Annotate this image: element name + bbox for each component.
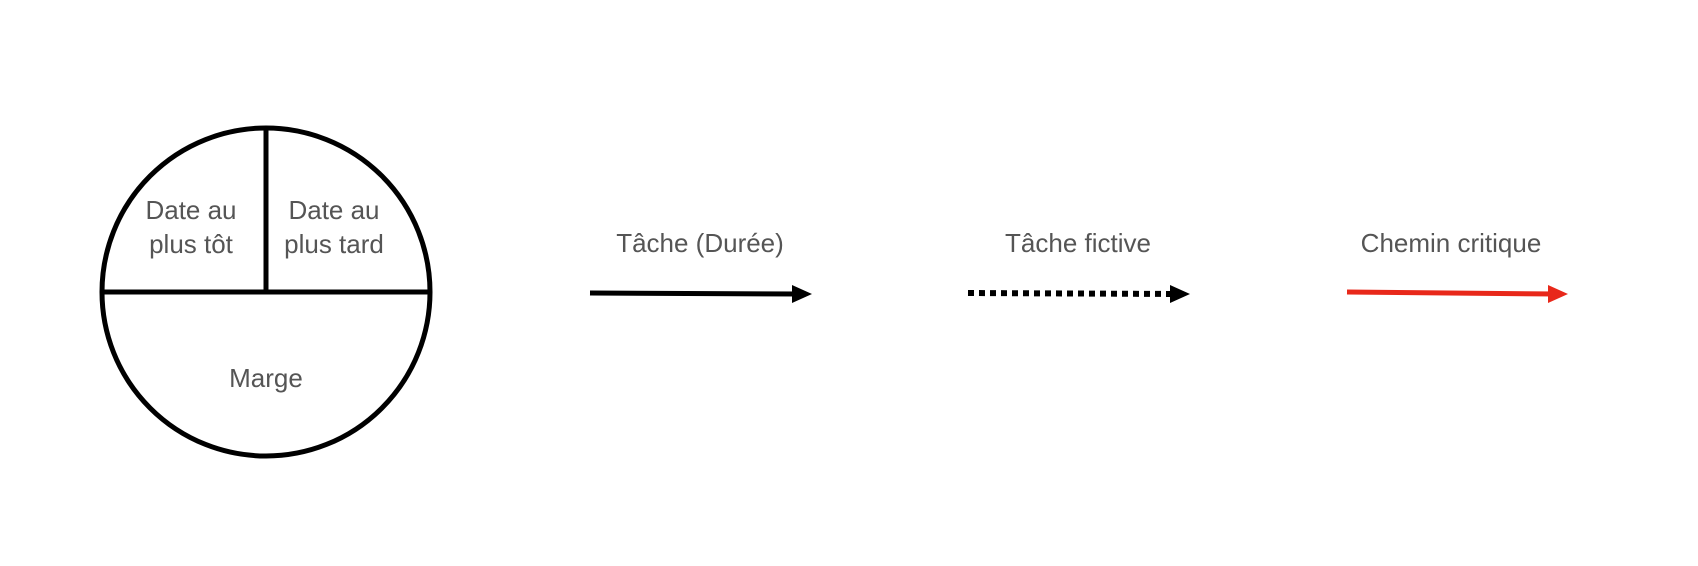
earliest-date-label-line2: plus tôt	[149, 229, 234, 259]
dummy-task-arrowhead	[1170, 285, 1190, 303]
dummy-task-label: Tâche fictive	[1005, 228, 1151, 258]
task-arrow	[589, 290, 801, 297]
critical-path-arrow	[1346, 289, 1557, 297]
critical-path-arrowhead	[1548, 285, 1568, 303]
task-legend: Tâche (Durée)	[589, 228, 812, 303]
latest-date-label-line2: plus tard	[284, 229, 384, 259]
slack-label: Marge	[229, 363, 303, 393]
node-legend: Date au plus tôt Date au plus tard Marge	[99, 125, 433, 459]
task-label: Tâche (Durée)	[616, 228, 784, 258]
critical-path-label: Chemin critique	[1361, 228, 1542, 258]
dummy-task-legend: Tâche fictive	[967, 228, 1190, 303]
critical-path-legend: Chemin critique	[1346, 228, 1568, 303]
dummy-task-arrow	[967, 290, 1177, 297]
task-arrowhead	[792, 285, 812, 303]
earliest-date-label-line1: Date au	[145, 195, 236, 225]
latest-date-label-line1: Date au	[288, 195, 379, 225]
